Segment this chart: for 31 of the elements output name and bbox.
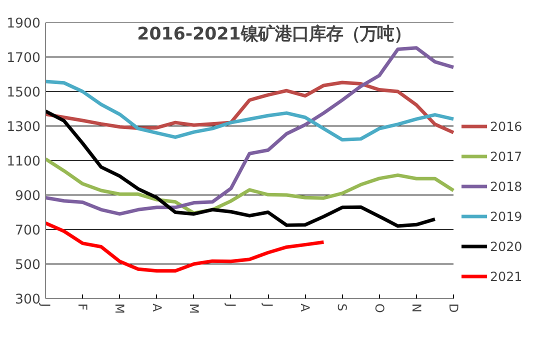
x-tick-label: D [446, 304, 460, 313]
legend-label: 2017 [490, 148, 522, 164]
chart-title: 2016-2021镍矿港口库存（万吨） [137, 24, 411, 44]
legend-label: 2019 [490, 208, 522, 224]
x-tick-label: M [112, 304, 127, 314]
x-tick-label: O [372, 304, 386, 313]
x-tick-label: N [409, 304, 424, 312]
y-tick-label: 1500 [6, 86, 41, 100]
y-tick-label: 1300 [6, 120, 41, 135]
y-tick-label: 700 [15, 224, 41, 238]
y-tick-label: 900 [15, 189, 41, 204]
y-tick-label: 1900 [6, 16, 41, 32]
legend-label: 2020 [490, 238, 522, 254]
x-tick-label: F [76, 304, 90, 310]
y-tick-label: 1700 [6, 51, 41, 66]
x-tick-label: J [224, 302, 238, 308]
legend-label: 2018 [490, 178, 522, 194]
line-series [46, 157, 456, 215]
line-series [46, 109, 437, 228]
line-series [46, 46, 456, 216]
legend-label: 2021 [490, 268, 522, 284]
y-tick-label: 500 [15, 258, 41, 273]
x-tick-label: A [150, 304, 164, 312]
line-series [46, 221, 326, 273]
x-tick-label: A [298, 304, 312, 312]
x-tick-label: S [335, 304, 350, 312]
legend-label: 2016 [490, 118, 522, 134]
x-tick-label: M [186, 304, 201, 314]
y-tick-label: 1100 [6, 154, 41, 170]
x-tick-label: J [38, 302, 52, 308]
x-tick-label: J [261, 302, 276, 308]
